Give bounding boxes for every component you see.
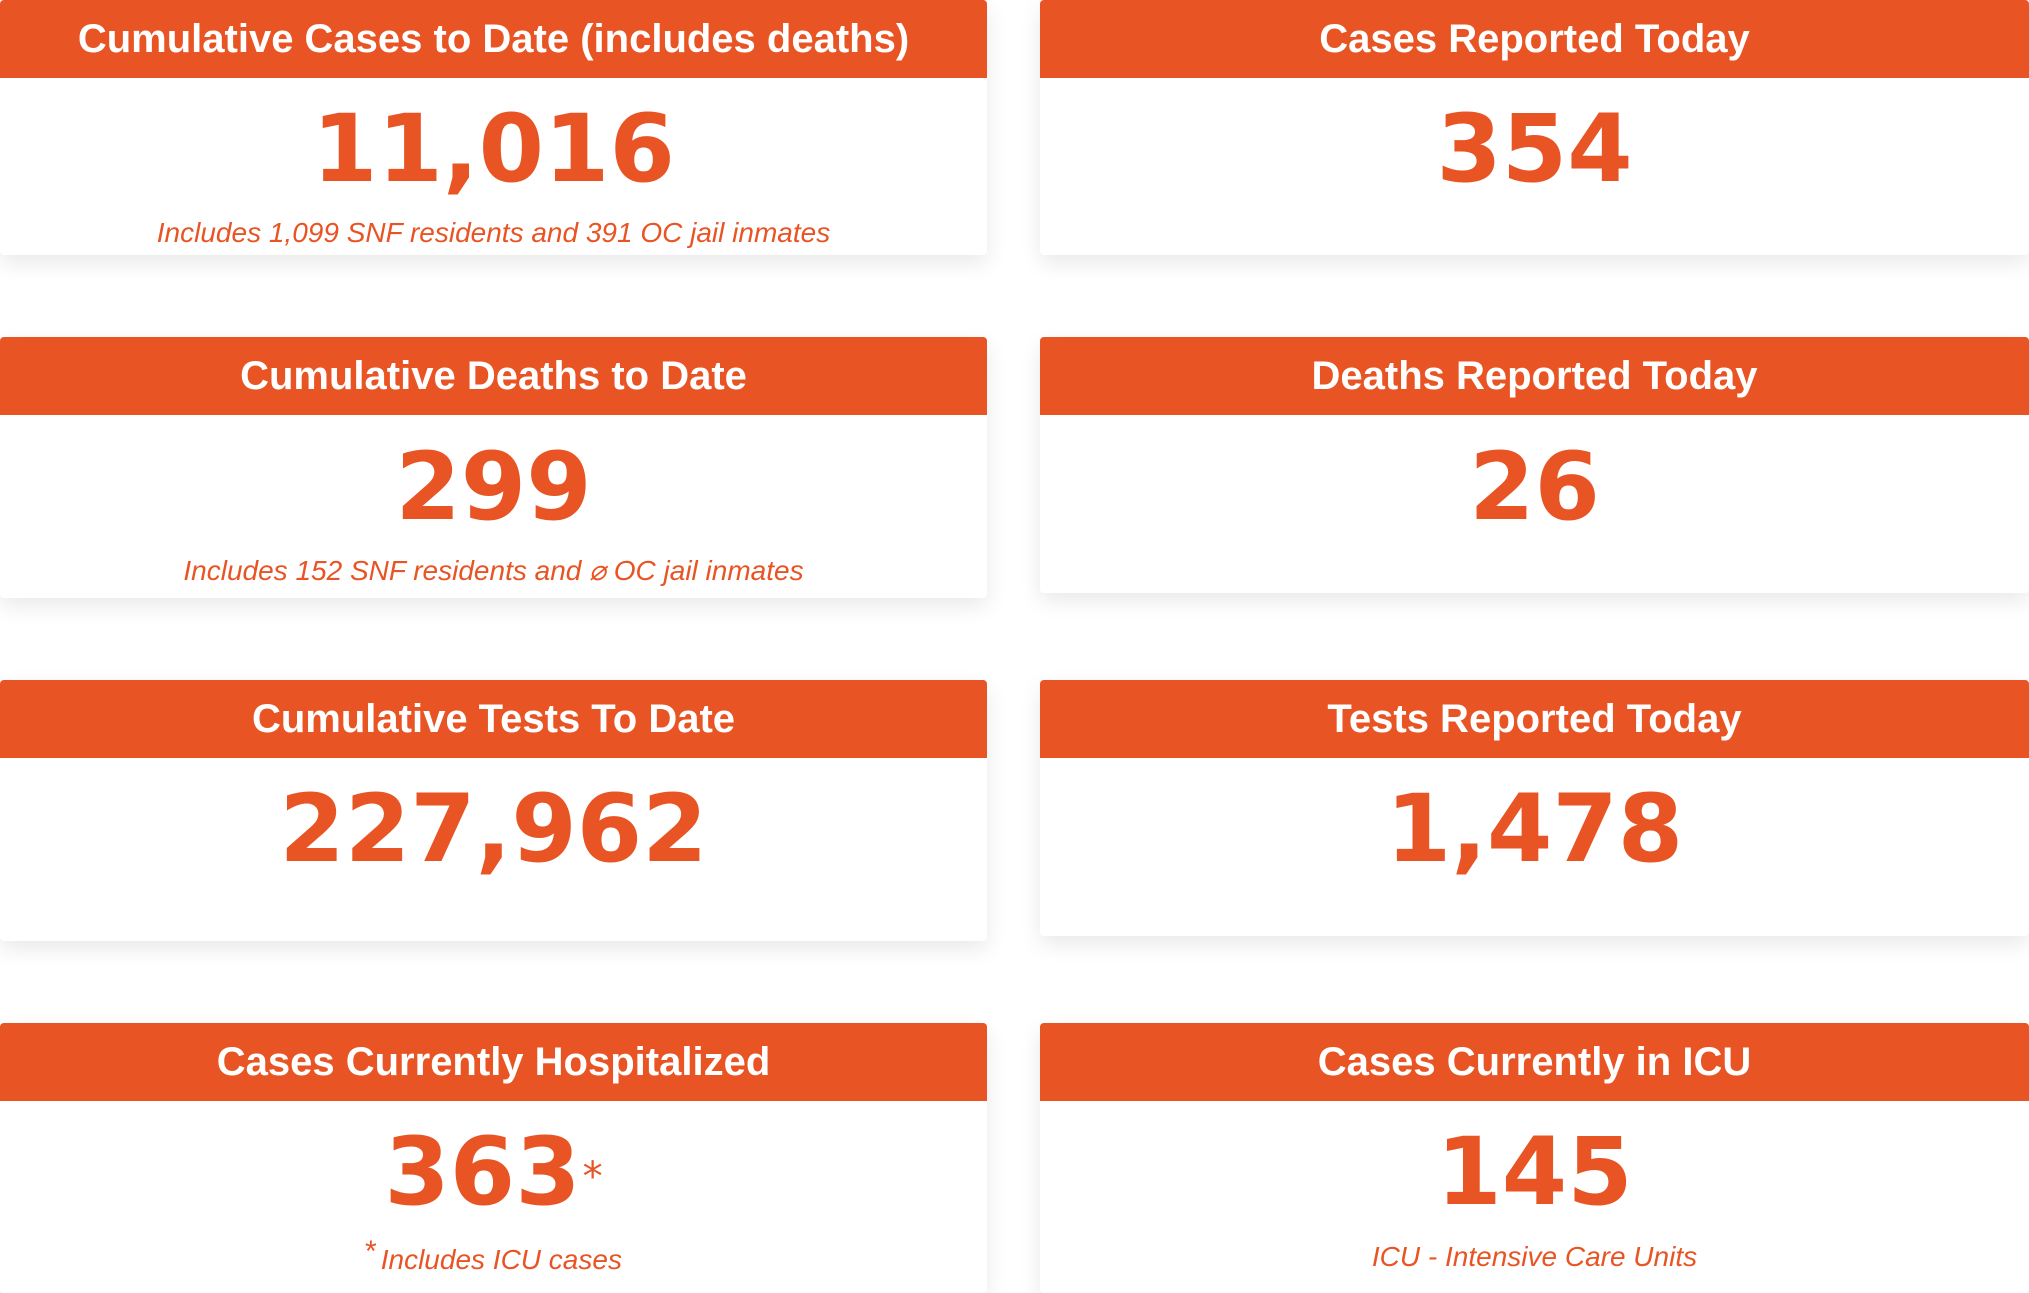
stat-card-icu: Cases Currently in ICU 145 ICU - Intensi… [1040,1023,2029,1293]
card-value: 11,016 [312,95,675,204]
stat-card-cumulative-cases: Cumulative Cases to Date (includes death… [0,0,987,255]
note-text: Includes ICU cases [380,1244,622,1275]
card-note: * Includes ICU cases [0,1235,987,1277]
card-title: Cumulative Tests To Date [0,680,987,758]
stat-card-tests-today: Tests Reported Today 1,478 [1040,680,2029,936]
card-note: Includes 152 SNF residents and ⌀ OC jail… [183,555,804,586]
stat-card-cumulative-tests: Cumulative Tests To Date 227,962 [0,680,987,941]
stat-card-deaths-today: Deaths Reported Today 26 [1040,337,2029,593]
card-value: 227,962 [279,775,708,884]
card-title: Deaths Reported Today [1040,337,2029,415]
card-note: ICU - Intensive Care Units [1371,1241,1698,1272]
card-value: 26 [1469,433,1600,542]
asterisk-marker: * [365,1235,377,1268]
card-title: Cases Currently Hospitalized [0,1023,987,1101]
card-value: 299 [395,433,592,542]
value-number: 363 [384,1118,581,1227]
card-title: Cases Currently in ICU [1040,1023,2029,1101]
asterisk-marker: * [582,1154,603,1200]
stat-card-hospitalized: Cases Currently Hospitalized 363* * Inclu… [0,1023,987,1293]
card-value: 145 [1436,1118,1633,1227]
card-title: Cumulative Cases to Date (includes death… [0,0,987,78]
card-title: Cumulative Deaths to Date [0,337,987,415]
stat-card-cases-today: Cases Reported Today 354 [1040,0,2029,255]
card-value: 354 [1436,95,1633,204]
card-title: Cases Reported Today [1040,0,2029,78]
card-title: Tests Reported Today [1040,680,2029,758]
card-value: 1,478 [1385,775,1684,884]
card-note: Includes 1,099 SNF residents and 391 OC … [156,217,831,248]
card-value: 363* [0,1123,987,1223]
stat-card-cumulative-deaths: Cumulative Deaths to Date 299 Includes 1… [0,337,987,598]
